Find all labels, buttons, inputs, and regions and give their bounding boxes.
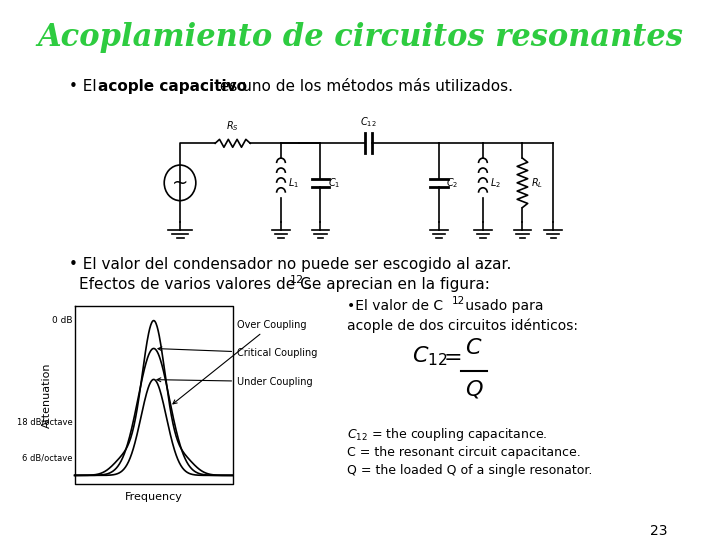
Text: Over Coupling: Over Coupling xyxy=(173,320,307,404)
Text: 0 dB: 0 dB xyxy=(53,316,73,325)
Text: 6 dB/octave: 6 dB/octave xyxy=(22,453,73,462)
Text: 12: 12 xyxy=(289,275,304,285)
FancyBboxPatch shape xyxy=(158,124,562,237)
Text: acople capacitivo: acople capacitivo xyxy=(99,79,248,94)
Text: Acoplamiento de circuitos resonantes: Acoplamiento de circuitos resonantes xyxy=(37,22,683,53)
Text: 12: 12 xyxy=(452,296,465,306)
Text: • El: • El xyxy=(68,79,101,94)
Text: se aprecian en la figura:: se aprecian en la figura: xyxy=(299,277,490,292)
Text: $Q$: $Q$ xyxy=(465,377,483,400)
Text: $L_1$: $L_1$ xyxy=(288,176,299,190)
Text: Under Coupling: Under Coupling xyxy=(157,377,312,387)
Text: 23: 23 xyxy=(649,524,667,538)
Text: C = the resonant circuit capacitance.: C = the resonant circuit capacitance. xyxy=(347,446,580,459)
Text: $C_2$: $C_2$ xyxy=(446,176,459,190)
Text: Efectos de varios valores de C: Efectos de varios valores de C xyxy=(79,277,311,292)
Text: Q = the loaded Q of a single resonator.: Q = the loaded Q of a single resonator. xyxy=(347,464,593,477)
Text: ~: ~ xyxy=(172,173,188,192)
Text: $R_S$: $R_S$ xyxy=(226,120,239,133)
Text: Attenuation: Attenuation xyxy=(42,362,52,428)
Text: $C_1$: $C_1$ xyxy=(328,176,340,190)
Text: $C$: $C$ xyxy=(465,338,483,358)
Text: Critical Coupling: Critical Coupling xyxy=(158,347,318,358)
Text: acople de dos circuitos idénticos:: acople de dos circuitos idénticos: xyxy=(347,319,578,333)
Text: Frequency: Frequency xyxy=(125,492,183,502)
Text: •El valor de C: •El valor de C xyxy=(347,299,443,313)
Text: 18 dB/octave: 18 dB/octave xyxy=(17,417,73,427)
Text: $C_{12}$: $C_{12}$ xyxy=(413,344,448,368)
Text: $L_2$: $L_2$ xyxy=(490,176,501,190)
Text: $R_L$: $R_L$ xyxy=(531,176,544,190)
Text: $C_{12}$ = the coupling capacitance.: $C_{12}$ = the coupling capacitance. xyxy=(347,427,547,443)
Text: usado para: usado para xyxy=(461,299,544,313)
Text: $C_{12}$: $C_{12}$ xyxy=(361,116,377,130)
Text: es uno de los métodos más utilizados.: es uno de los métodos más utilizados. xyxy=(215,79,513,94)
Text: • El valor del condensador no puede ser escogido al azar.: • El valor del condensador no puede ser … xyxy=(68,258,511,272)
Text: =: = xyxy=(444,348,462,368)
